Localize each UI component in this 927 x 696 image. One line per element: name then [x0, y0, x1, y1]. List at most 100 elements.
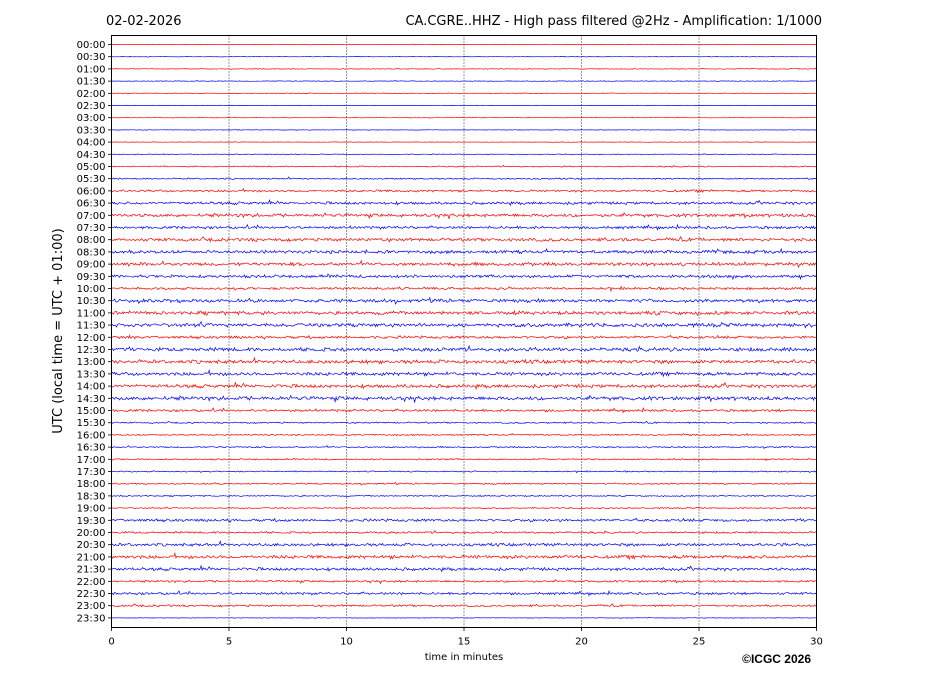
y-tick-label: 11:30: [77, 321, 106, 332]
y-tick-label: 00:30: [77, 52, 106, 63]
y-tick-label: 02:00: [77, 89, 106, 100]
x-tick-label: 5: [226, 637, 232, 648]
trace-line: [111, 285, 817, 293]
trace-line: [111, 176, 817, 180]
y-tick-label: 13:00: [77, 357, 106, 368]
trace-rows: [111, 43, 817, 619]
trace-line: [111, 394, 817, 403]
y-tick-label: 18:00: [77, 479, 106, 490]
y-tick-label: 19:30: [77, 516, 106, 527]
trace-line: [111, 236, 817, 243]
trace-line: [111, 470, 817, 474]
trace-line: [111, 517, 817, 523]
y-tick-label: 06:30: [77, 199, 106, 210]
y-tick-label: 16:30: [77, 443, 106, 454]
y-tick-label: 05:00: [77, 162, 106, 173]
y-tick-label: 06:00: [77, 186, 106, 197]
y-tick-label: 23:00: [77, 601, 106, 612]
trace-line: [111, 579, 817, 585]
trace-line: [111, 357, 817, 365]
y-tick-label: 11:00: [77, 308, 106, 319]
trace-line: [111, 187, 817, 194]
plot-frame: [111, 35, 817, 628]
trace-line: [111, 494, 817, 498]
trace-line: [111, 420, 817, 425]
trace-line: [111, 590, 817, 597]
trace-line: [111, 259, 817, 269]
y-tick-label: 14:00: [77, 382, 106, 393]
trace-line: [111, 617, 817, 619]
y-tick-label: 05:30: [77, 174, 106, 185]
x-tick-label: 10: [340, 637, 353, 648]
vertical-gridlines: [228, 35, 700, 628]
trace-line: [111, 506, 817, 510]
trace-line: [111, 444, 817, 449]
x-tick-label: 30: [810, 637, 823, 648]
y-tick-label: 22:30: [77, 589, 106, 600]
trace-line: [111, 457, 817, 462]
trace-line: [111, 223, 817, 231]
y-tick-label: 01:00: [77, 64, 106, 75]
trace-line: [111, 564, 817, 573]
trace-line: [111, 212, 817, 220]
trace-line: [111, 79, 817, 82]
y-tick-label: 10:30: [77, 296, 106, 307]
y-tick-label: 08:00: [77, 235, 106, 246]
x-axis-ticks: 0 5 10 15 20 25 30: [108, 627, 823, 648]
y-tick-label: 08:30: [77, 247, 106, 258]
chart-date-title: 02-02-2026: [106, 14, 182, 29]
chart-station-title: CA.CGRE..HHZ - High pass filtered @2Hz -…: [405, 14, 822, 29]
y-tick-label: 03:00: [77, 113, 106, 124]
y-tick-label: 09:30: [77, 272, 106, 283]
trace-line: [111, 552, 817, 561]
x-tick-label: 15: [458, 637, 471, 648]
trace-line: [111, 407, 817, 414]
trace-line: [111, 55, 817, 58]
y-tick-label: 21:30: [77, 565, 106, 576]
y-tick-label: 18:30: [77, 491, 106, 502]
trace-line: [111, 153, 817, 156]
trace-line: [111, 334, 817, 340]
x-tick-label: 25: [693, 637, 706, 648]
trace-line: [111, 432, 817, 437]
y-tick-label: 20:30: [77, 540, 106, 551]
trace-line: [111, 141, 817, 143]
trace-line: [111, 344, 817, 353]
y-tick-label: 14:30: [77, 394, 106, 405]
trace-line: [111, 540, 817, 548]
y-tick-label: 17:00: [77, 455, 106, 466]
y-tick-label: 17:30: [77, 467, 106, 478]
y-tick-label: 12:30: [77, 345, 106, 356]
trace-line: [111, 321, 817, 329]
y-tick-label: 20:00: [77, 528, 106, 539]
x-axis-label: time in minutes: [425, 652, 504, 663]
y-tick-label: 07:30: [77, 223, 106, 234]
trace-line: [111, 273, 817, 281]
y-tick-label: 19:00: [77, 504, 106, 515]
y-axis-label: UTC (local time = UTC + 01:00): [51, 228, 66, 433]
trace-line: [111, 43, 817, 46]
y-tick-label: 04:30: [77, 150, 106, 161]
trace-line: [111, 129, 817, 131]
trace-line: [111, 309, 817, 317]
y-tick-label: 01:30: [77, 77, 106, 88]
trace-line: [111, 104, 817, 107]
x-tick-label: 0: [108, 637, 114, 648]
y-tick-label: 23:30: [77, 613, 106, 624]
trace-line: [111, 603, 817, 608]
trace-line: [111, 247, 817, 255]
trace-line: [111, 530, 817, 535]
y-tick-label: 07:00: [77, 211, 106, 222]
y-tick-label: 15:00: [77, 406, 106, 417]
trace-line: [111, 381, 817, 391]
y-tick-label: 04:00: [77, 138, 106, 149]
trace-line: [111, 368, 817, 378]
trace-line: [111, 481, 817, 486]
trace-line: [111, 67, 817, 70]
y-tick-label: 00:00: [77, 40, 106, 51]
y-tick-label: 15:30: [77, 418, 106, 429]
y-tick-label: 12:00: [77, 333, 106, 344]
x-tick-label: 20: [575, 637, 588, 648]
